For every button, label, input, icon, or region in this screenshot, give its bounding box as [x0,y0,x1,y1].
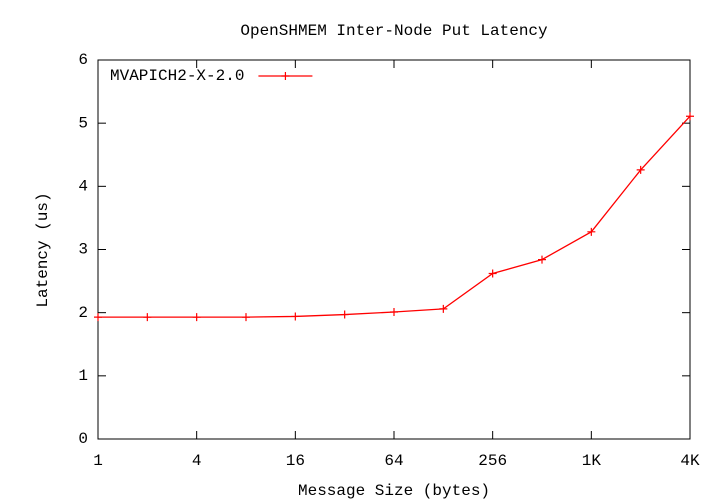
legend-marker [281,72,290,80]
y-tick-label: 3 [78,241,88,259]
x-tick-label: 16 [286,452,305,470]
y-tick-label: 1 [78,367,88,385]
x-tick-label: 1 [93,452,103,470]
point-marker [390,308,398,317]
y-axis-title: Latency (us) [34,192,52,307]
y-tick-label: 4 [78,178,88,196]
y-tick-label: 6 [78,51,88,69]
y-tick-label: 2 [78,304,88,322]
point-marker [94,313,102,322]
point-marker [192,313,201,322]
x-tick-label: 1K [582,452,602,470]
point-marker [686,112,694,121]
point-marker [439,304,448,313]
point-marker [291,312,300,321]
y-tick-label: 5 [78,114,88,132]
point-marker [636,165,645,174]
x-tick-label: 256 [478,452,507,470]
point-marker [488,269,497,278]
chart-title: OpenSHMEM Inter-Node Put Latency [240,22,548,40]
x-tick-label: 64 [384,452,403,470]
legend-label: MVAPICH2-X-2.0 [110,67,244,85]
point-marker [587,227,596,236]
x-axis-title: Message Size (bytes) [298,482,490,500]
point-marker [340,310,349,319]
y-tick-label: 0 [78,430,88,448]
plot-frame [97,59,691,440]
x-tick-label: 4 [192,452,202,470]
x-tick-label: 4K [680,452,700,470]
series-line [98,115,691,318]
point-marker [538,255,546,264]
point-marker [143,313,152,322]
point-marker [242,313,250,322]
